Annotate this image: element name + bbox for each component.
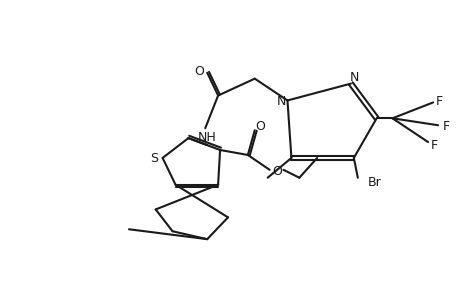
Text: O: O xyxy=(194,65,204,78)
Text: Br: Br xyxy=(367,176,381,189)
Text: F: F xyxy=(435,95,442,108)
Text: F: F xyxy=(430,139,437,152)
Text: NH: NH xyxy=(197,130,216,144)
Text: N: N xyxy=(349,71,359,84)
Text: S: S xyxy=(149,152,157,165)
Text: O: O xyxy=(254,120,264,133)
Text: O: O xyxy=(272,165,282,178)
Text: N: N xyxy=(276,95,285,108)
Text: F: F xyxy=(442,120,448,133)
